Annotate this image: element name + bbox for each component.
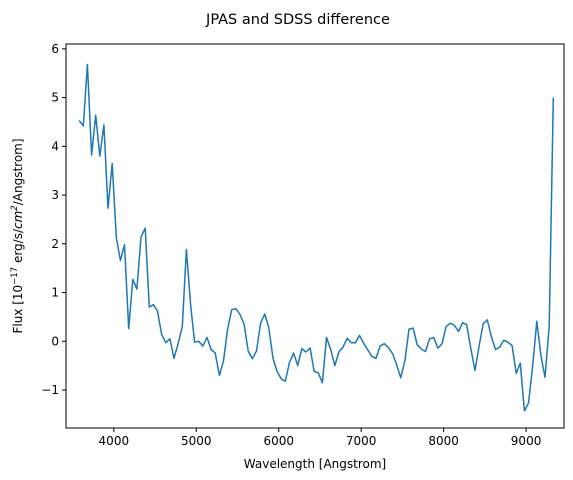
y-label-prefix: Flux [10 (11, 285, 25, 334)
y-axis-ticks: −1 0 1 2 3 4 5 6 (41, 42, 66, 397)
y-tick-label: 5 (51, 91, 59, 105)
y-tick-label: 1 (51, 286, 59, 300)
y-label-suffix: /Angstrom] (11, 138, 25, 205)
chart-title: JPAS and SDSS difference (205, 12, 390, 28)
y-tick-label: 2 (51, 237, 59, 251)
x-tick-label: 5000 (181, 434, 212, 448)
x-tick-label: 6000 (263, 434, 294, 448)
y-label-exponent-2: 2 (10, 205, 20, 210)
y-tick-label: 3 (51, 188, 59, 202)
y-tick-label: 4 (51, 139, 59, 153)
x-tick-label: 9000 (511, 434, 542, 448)
plot-frame (65, 43, 565, 429)
y-label-cm: cm (11, 211, 25, 229)
y-tick-label: −1 (41, 383, 59, 397)
y-tick-label: 0 (51, 334, 59, 348)
x-axis-label: Wavelength [Angstrom] (244, 457, 386, 471)
x-tick-label: 8000 (428, 434, 459, 448)
x-axis-ticks: 4000 5000 6000 7000 8000 9000 (99, 428, 542, 448)
x-tick-label: 7000 (346, 434, 377, 448)
y-label-exponent-1: −17 (10, 267, 20, 285)
series-layer (78, 63, 555, 412)
y-label-mid: erg/s/ (11, 228, 25, 267)
series-line (78, 63, 555, 412)
y-tick-label: 6 (51, 42, 59, 56)
x-tick-label: 4000 (99, 434, 130, 448)
y-axis-label: Flux [10−17 erg/s/cm2/Angstrom] (10, 138, 25, 333)
